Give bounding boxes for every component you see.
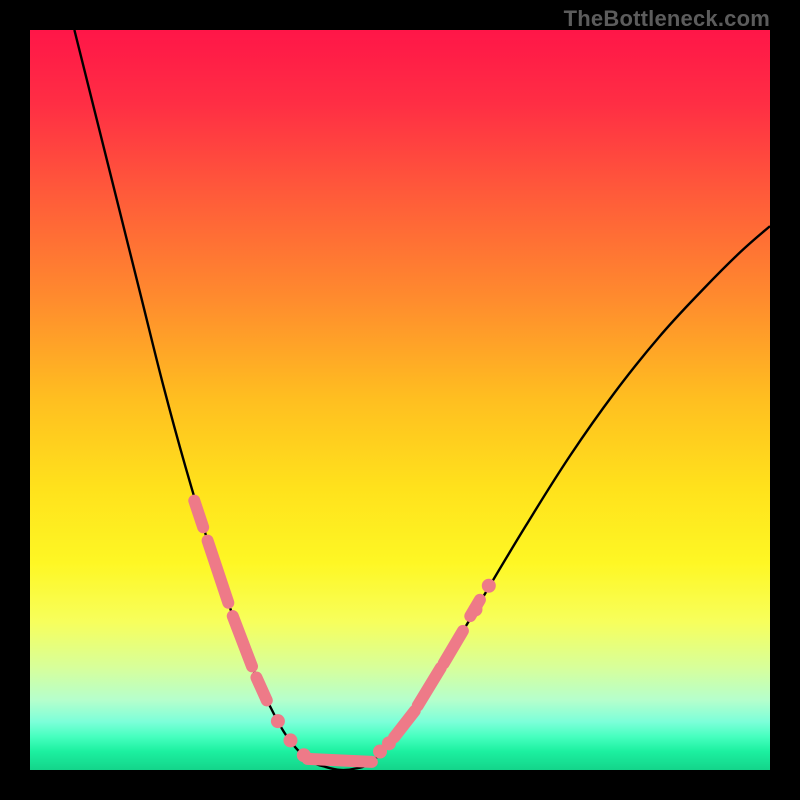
plot-area xyxy=(30,30,770,770)
pink-dot-markers xyxy=(271,579,496,762)
chart-container: TheBottleneck.com xyxy=(0,0,800,800)
v-curve-line xyxy=(74,30,770,770)
chart-overlay xyxy=(30,30,770,770)
watermark-text: TheBottleneck.com xyxy=(564,6,770,32)
pink-dash-markers xyxy=(194,501,480,762)
